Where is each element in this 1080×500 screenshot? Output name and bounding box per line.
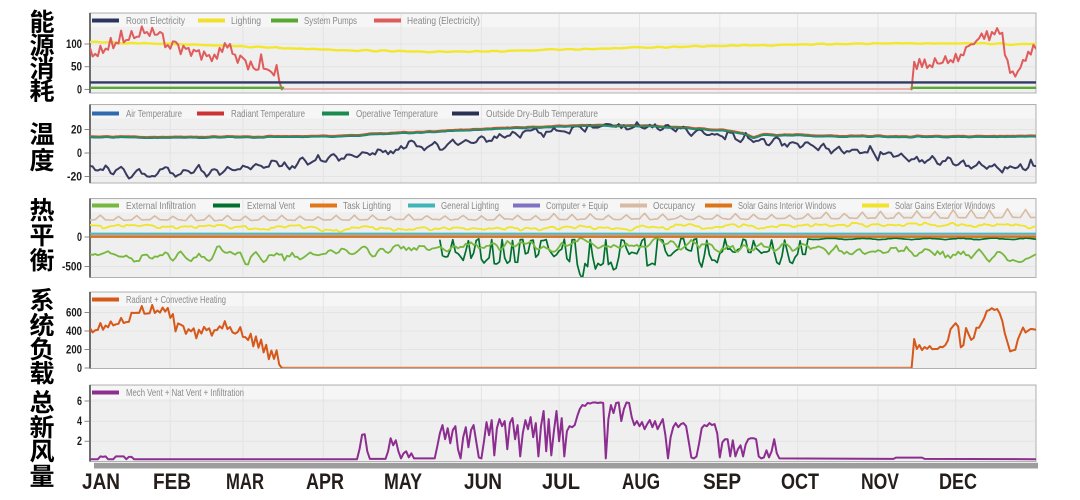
svg-text:JUN: JUN: [464, 469, 502, 494]
svg-text:External Vent: External Vent: [247, 201, 295, 212]
svg-text:DEC: DEC: [939, 469, 977, 494]
svg-text:Heating (Electricity): Heating (Electricity): [407, 16, 480, 27]
svg-text:20: 20: [71, 124, 82, 136]
svg-text:4: 4: [77, 416, 82, 428]
svg-text:-500: -500: [62, 261, 82, 273]
svg-text:FEB: FEB: [153, 469, 191, 494]
svg-text:Lighting: Lighting: [231, 16, 261, 27]
svg-text:Room Electricity: Room Electricity: [126, 16, 185, 27]
svg-text:Solar Gains Exterior Windows: Solar Gains Exterior Windows: [895, 201, 995, 212]
svg-text:-20: -20: [67, 171, 82, 183]
svg-text:SEP: SEP: [703, 469, 741, 494]
svg-text:MAR: MAR: [226, 469, 264, 494]
svg-text:50: 50: [71, 62, 82, 74]
svg-text:Solar Gains Interior Windows: Solar Gains Interior Windows: [738, 201, 836, 212]
svg-text:100: 100: [66, 39, 82, 51]
svg-text:JAN: JAN: [82, 469, 120, 494]
svg-text:0: 0: [77, 84, 82, 96]
svg-text:Operative Temperature: Operative Temperature: [356, 109, 438, 120]
svg-text:MAY: MAY: [384, 469, 422, 494]
svg-text:400: 400: [66, 326, 82, 338]
svg-text:6: 6: [77, 396, 82, 408]
svg-text:External Infiltration: External Infiltration: [126, 201, 196, 212]
svg-text:600: 600: [66, 307, 82, 319]
svg-text:Air Temperature: Air Temperature: [126, 109, 182, 120]
svg-text:APR: APR: [306, 469, 344, 494]
svg-text:General Lighting: General Lighting: [441, 201, 499, 212]
svg-text:0: 0: [77, 363, 82, 375]
svg-text:0: 0: [77, 148, 82, 160]
svg-text:AUG: AUG: [622, 469, 660, 494]
svg-text:2: 2: [77, 436, 82, 448]
svg-text:Radiant Temperature: Radiant Temperature: [231, 109, 305, 120]
svg-text:Outside Dry-Bulb Temperature: Outside Dry-Bulb Temperature: [486, 109, 598, 120]
svg-text:System Pumps: System Pumps: [304, 16, 357, 27]
svg-text:200: 200: [66, 344, 82, 356]
svg-text:Computer + Equip: Computer + Equip: [546, 201, 608, 212]
svg-text:OCT: OCT: [781, 469, 819, 494]
svg-text:JUL: JUL: [542, 469, 580, 494]
svg-text:0: 0: [77, 232, 82, 244]
svg-text:Occupancy: Occupancy: [653, 201, 695, 212]
svg-text:Task Lighting: Task Lighting: [343, 201, 391, 212]
svg-text:Radiant + Convective Heating: Radiant + Convective Heating: [126, 295, 226, 306]
svg-text:NOV: NOV: [861, 469, 899, 494]
svg-text:Mech Vent + Nat Vent + Infiltr: Mech Vent + Nat Vent + Infiltration: [126, 388, 244, 399]
